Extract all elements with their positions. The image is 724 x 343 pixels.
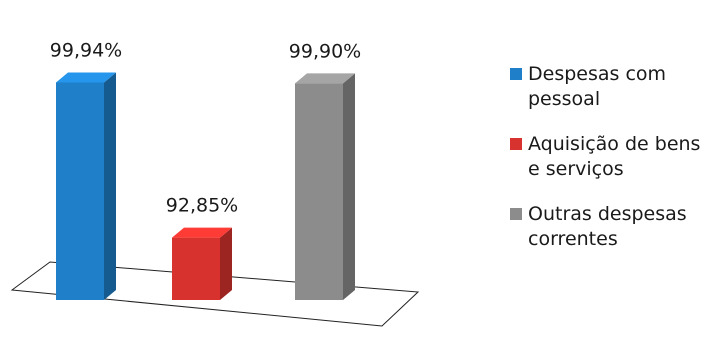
bar-2	[172, 227, 232, 300]
bar-side	[104, 72, 116, 300]
data-label: 92,85%	[166, 195, 238, 217]
legend-swatch	[510, 68, 522, 80]
bar-1	[56, 72, 116, 300]
bar-front	[172, 237, 220, 300]
legend-swatch	[510, 208, 522, 220]
bar-top	[295, 73, 355, 84]
legend-label: Aquisição de bens e serviços	[528, 133, 701, 180]
bar-side	[220, 227, 232, 300]
legend-swatch	[510, 138, 522, 150]
bar-3	[295, 73, 355, 300]
legend-item-despesas-pessoal: Despesas com pessoal	[508, 62, 718, 112]
legend-item-aquisicao-bens: Aquisição de bens e serviços	[508, 132, 718, 182]
bar-side	[343, 73, 355, 300]
legend: Despesas com pessoal Aquisição de bens e…	[508, 62, 718, 272]
bar-top	[56, 72, 116, 83]
data-label: 99,94%	[50, 39, 122, 61]
bar-top	[172, 227, 232, 238]
legend-item-outras-despesas: Outras despesas correntes	[508, 202, 718, 252]
legend-label: Outras despesas correntes	[528, 203, 687, 250]
legend-label: Despesas com pessoal	[528, 63, 667, 110]
bar-front	[56, 82, 104, 300]
bar-front	[295, 83, 343, 300]
data-label: 99,90%	[289, 40, 361, 62]
